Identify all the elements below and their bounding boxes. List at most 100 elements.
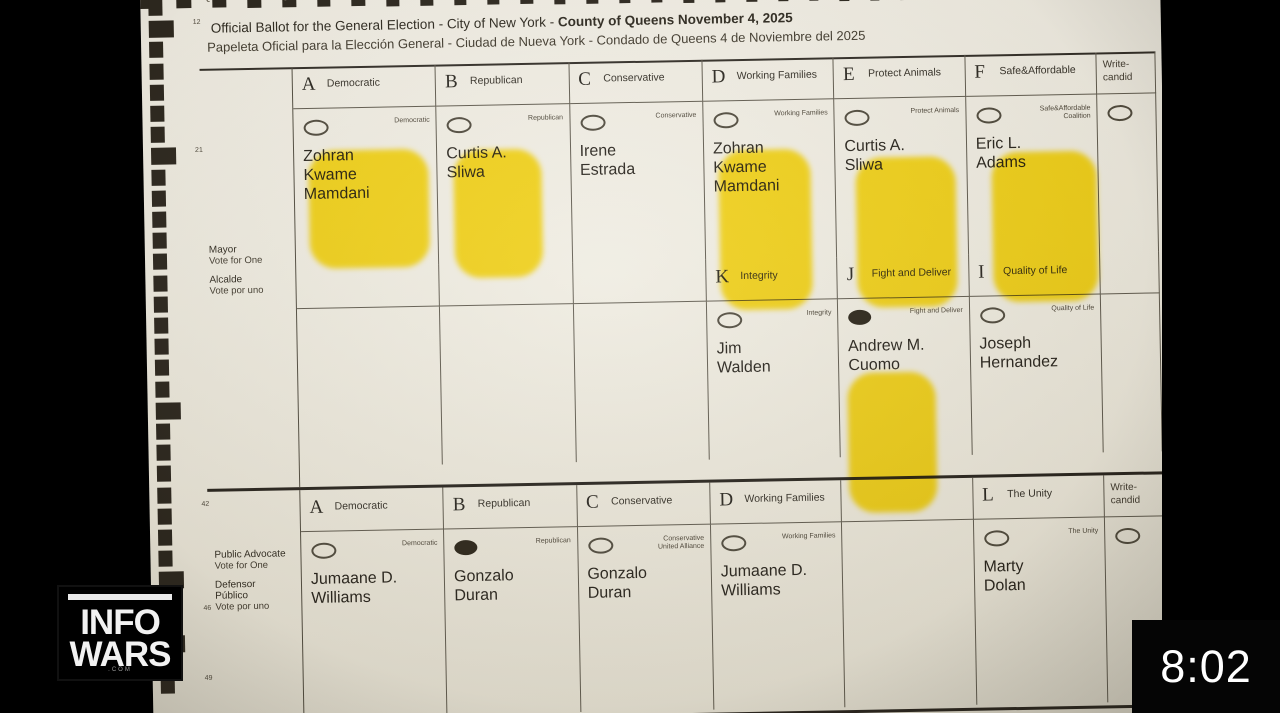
empty-oval-icon[interactable]: [976, 107, 1002, 124]
empty-header-cell: [439, 262, 574, 307]
letterbox-right: [1162, 0, 1280, 713]
ballot-option-a[interactable]: Democratic Jumaane D. Williams: [301, 529, 448, 713]
party-header-d: D Working Families: [702, 57, 835, 102]
oval-party-tag: Quality of Life: [1051, 304, 1095, 313]
party-letter: J: [846, 263, 855, 286]
empty-oval-icon[interactable]: [1115, 527, 1141, 545]
empty-oval-icon[interactable]: [303, 119, 329, 137]
party-letter: B: [452, 494, 466, 516]
ballot-option-d[interactable]: Working Families Jumaane D. Williams: [710, 522, 846, 710]
party-letter: C: [585, 491, 599, 513]
timing-mark: [157, 508, 172, 525]
timestamp-text: 8:02: [1160, 640, 1252, 692]
candidate-name: Joseph Hernandez: [979, 334, 1059, 372]
empty-oval-icon[interactable]: [717, 312, 743, 329]
candidate-name: Jumaane D. Williams: [720, 561, 808, 600]
candidate-row: Democratic Jumaane D. Williams Republican G…: [301, 516, 1168, 713]
empty-oval-icon[interactable]: [579, 114, 606, 131]
empty-oval-icon[interactable]: [713, 112, 739, 129]
party-name: Fight and Deliver: [871, 266, 952, 280]
office-es-pa: Defensor Público Vote por uno: [215, 579, 269, 613]
party-letter: F: [974, 61, 986, 83]
party-header-j: J Fight and Deliver: [837, 254, 970, 300]
ballot-option-j[interactable]: Fight and Deliver Andrew M. Cuomo: [838, 296, 973, 458]
filled-oval-icon[interactable]: [848, 309, 872, 326]
timing-mark: [157, 529, 173, 546]
party-header-k: K Integrity: [706, 257, 839, 302]
ballot-option-b[interactable]: Republican Gonzalo Duran: [444, 527, 581, 713]
ballot-option-c[interactable]: Conservative United Alliance Gonzalo Dura…: [577, 524, 715, 713]
empty-oval-icon[interactable]: [1107, 104, 1133, 122]
ballot-option-c[interactable]: Conservative Irene Estrada: [569, 101, 707, 263]
empty-oval-icon[interactable]: [446, 116, 472, 134]
timing-mark: [154, 359, 170, 377]
logo-bar: [68, 594, 172, 600]
empty-oval-icon[interactable]: [844, 109, 871, 127]
ballot-option-d[interactable]: Working Families Zohran Kwame Mamdani: [703, 99, 838, 260]
party-header-f: F Safe&Affordable: [965, 52, 1098, 97]
timing-mark: [149, 41, 164, 59]
candidate-name: Curtis A. Sliwa: [446, 144, 507, 182]
timing-mark: [158, 550, 173, 567]
ballot-option-i[interactable]: Quality of Life Joseph Hernandez: [969, 294, 1104, 455]
logo-line2: WARS: [69, 635, 172, 674]
write-in-header: Write- candid: [1104, 474, 1164, 518]
letterbox-left: [0, 0, 58, 713]
empty-header-cell: [296, 264, 441, 310]
party-letter: B: [444, 71, 458, 93]
empty-header-cell: [841, 477, 974, 523]
party-header-d: D Working Families: [710, 480, 843, 525]
party-name: Democratic: [326, 76, 381, 90]
oval-party-tag: Democratic: [401, 539, 438, 548]
write-in-label: Write- candid: [1110, 481, 1141, 507]
office-en-pa: Public Advocate Vote for One: [214, 548, 286, 571]
timing-mark: [148, 0, 163, 16]
ballot-option-b[interactable]: Republican Curtis A. Sliwa: [436, 104, 573, 265]
party-header-b: B Republican: [443, 485, 578, 530]
logo-tagline: .COM: [108, 667, 132, 673]
candidate-name: Gonzalo Duran: [453, 567, 514, 605]
party-letter: C: [578, 68, 592, 90]
party-name: Conservative: [603, 71, 665, 85]
empty-oval-icon[interactable]: [983, 530, 1010, 547]
timing-mark: [154, 338, 169, 355]
timing-mark: [156, 465, 172, 483]
party-header-c: C Conservative: [569, 59, 704, 105]
party-name: Democratic: [334, 499, 388, 513]
timing-mark: [152, 232, 167, 249]
mayor-grid: A Democratic B Republican C Conservative D Work…: [291, 51, 1164, 488]
empty-oval-icon[interactable]: [721, 534, 747, 552]
oval-party-tag: Conservative United Alliance: [657, 534, 705, 551]
ballot-option-l[interactable]: The Unity Marty Dolan: [973, 517, 1109, 705]
office-en-instr: Vote for One: [208, 254, 263, 267]
title-en-plain: Official Ballot for the General Election…: [210, 14, 559, 36]
party-name: Protect Animals: [867, 66, 942, 80]
candidate-name: Irene Estrada: [579, 142, 636, 179]
party-header-a: A Democratic: [292, 64, 437, 110]
candidate-name: Zohran Kwame Mamdani: [712, 139, 780, 196]
ballot-option-e[interactable]: Protect Animals Curtis A. Sliwa: [834, 96, 969, 258]
contest-public-advocate: Public Advocate Vote for One Defensor Pú…: [207, 474, 1168, 713]
office-es-name: Defensor Público: [214, 578, 256, 602]
timing-mark: [150, 126, 165, 144]
ballot-option-f[interactable]: Safe&Affordable Coalition Eric L. Adams: [965, 94, 1101, 255]
timing-mark: [155, 381, 170, 398]
oval-party-tag: Democratic: [394, 116, 430, 125]
write-in-option[interactable]: [1097, 93, 1160, 253]
ballot-option-k[interactable]: Integrity Jim Walden: [706, 299, 842, 460]
contest-mayor: Mayor Vote for One Alcalde Vote por uno …: [199, 51, 1164, 492]
empty-oval-icon[interactable]: [979, 307, 1006, 324]
empty-header-cell: [572, 259, 707, 305]
filled-oval-icon[interactable]: [454, 539, 478, 556]
oval-party-tag: Safe&Affordable Coalition: [1039, 104, 1091, 121]
party-name: Working Families: [736, 68, 818, 83]
oval-party-tag: The Unity: [1068, 527, 1099, 536]
empty-oval-icon[interactable]: [587, 537, 614, 554]
write-in-label: Write- candid: [1102, 58, 1133, 84]
party-header-i: I Quality of Life: [968, 252, 1101, 297]
office-es-instr: Vote por uno: [209, 284, 264, 297]
party-letter: L: [982, 484, 995, 506]
ballot-option-a[interactable]: Democratic Zohran Kwame Mamdani: [293, 106, 440, 268]
empty-oval-icon[interactable]: [311, 542, 337, 559]
